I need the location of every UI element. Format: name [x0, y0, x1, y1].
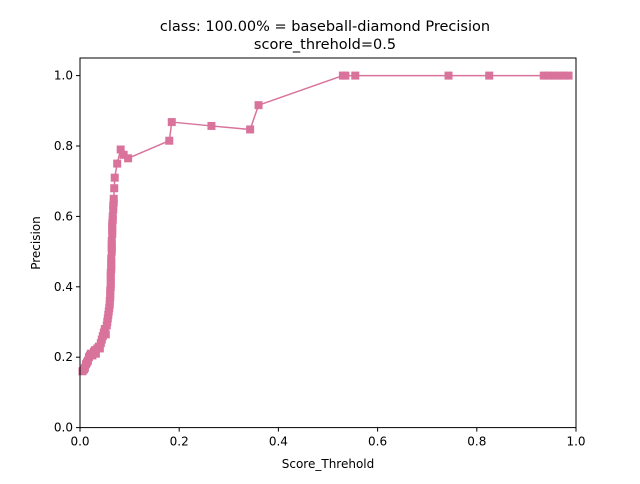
data-point [124, 154, 133, 163]
data-point [549, 71, 558, 80]
y-tick-label: 1.0 [54, 69, 73, 83]
data-point [107, 237, 116, 246]
data-point [444, 71, 453, 80]
data-point [351, 71, 360, 80]
y-axis-label: Precision [29, 216, 43, 270]
data-point [207, 121, 216, 130]
chart-title-line2: score_threhold=0.5 [254, 37, 396, 53]
data-point [165, 136, 174, 145]
data-point [559, 71, 568, 80]
data-point [539, 71, 548, 80]
data-point [119, 150, 128, 159]
data-point [246, 125, 255, 134]
data-point [108, 212, 117, 221]
data-point [109, 194, 118, 203]
data-point [107, 254, 116, 263]
plot-area [78, 71, 573, 376]
y-tick-label: 0.6 [54, 209, 73, 223]
data-point [564, 71, 573, 80]
y-tick-label: 0.4 [54, 280, 73, 294]
x-tick-label: 1.0 [566, 435, 585, 449]
data-point [110, 173, 119, 182]
y-tick-label: 0.8 [54, 139, 73, 153]
data-point [485, 71, 494, 80]
data-point [91, 349, 100, 358]
x-axis-label: Score_Threhold [282, 457, 375, 471]
axes-frame [79, 57, 577, 429]
y-tick-label: 0.2 [54, 350, 73, 364]
chart-title-line1: class: 100.00% = baseball-diamond Precis… [160, 19, 490, 35]
x-tick-label: 0.0 [70, 435, 89, 449]
data-point [544, 71, 553, 80]
data-point [113, 159, 122, 168]
x-tick-label: 0.2 [170, 435, 189, 449]
data-point [554, 71, 563, 80]
x-tick-label: 0.4 [269, 435, 288, 449]
data-point [254, 101, 263, 110]
axis-ticks: 0.0 0.2 0.4 0.6 0.8 1.0 0.0 0.2 0.4 0.6 0.8 1.0 [54, 69, 586, 449]
data-point [167, 118, 176, 127]
data-point [101, 330, 110, 339]
data-point [95, 344, 104, 353]
y-tick-label: 0.0 [54, 421, 73, 435]
x-tick-label: 0.6 [368, 435, 387, 449]
data-point [341, 71, 350, 80]
data-point [110, 184, 119, 193]
data-point [116, 145, 125, 154]
x-tick-label: 0.8 [467, 435, 486, 449]
